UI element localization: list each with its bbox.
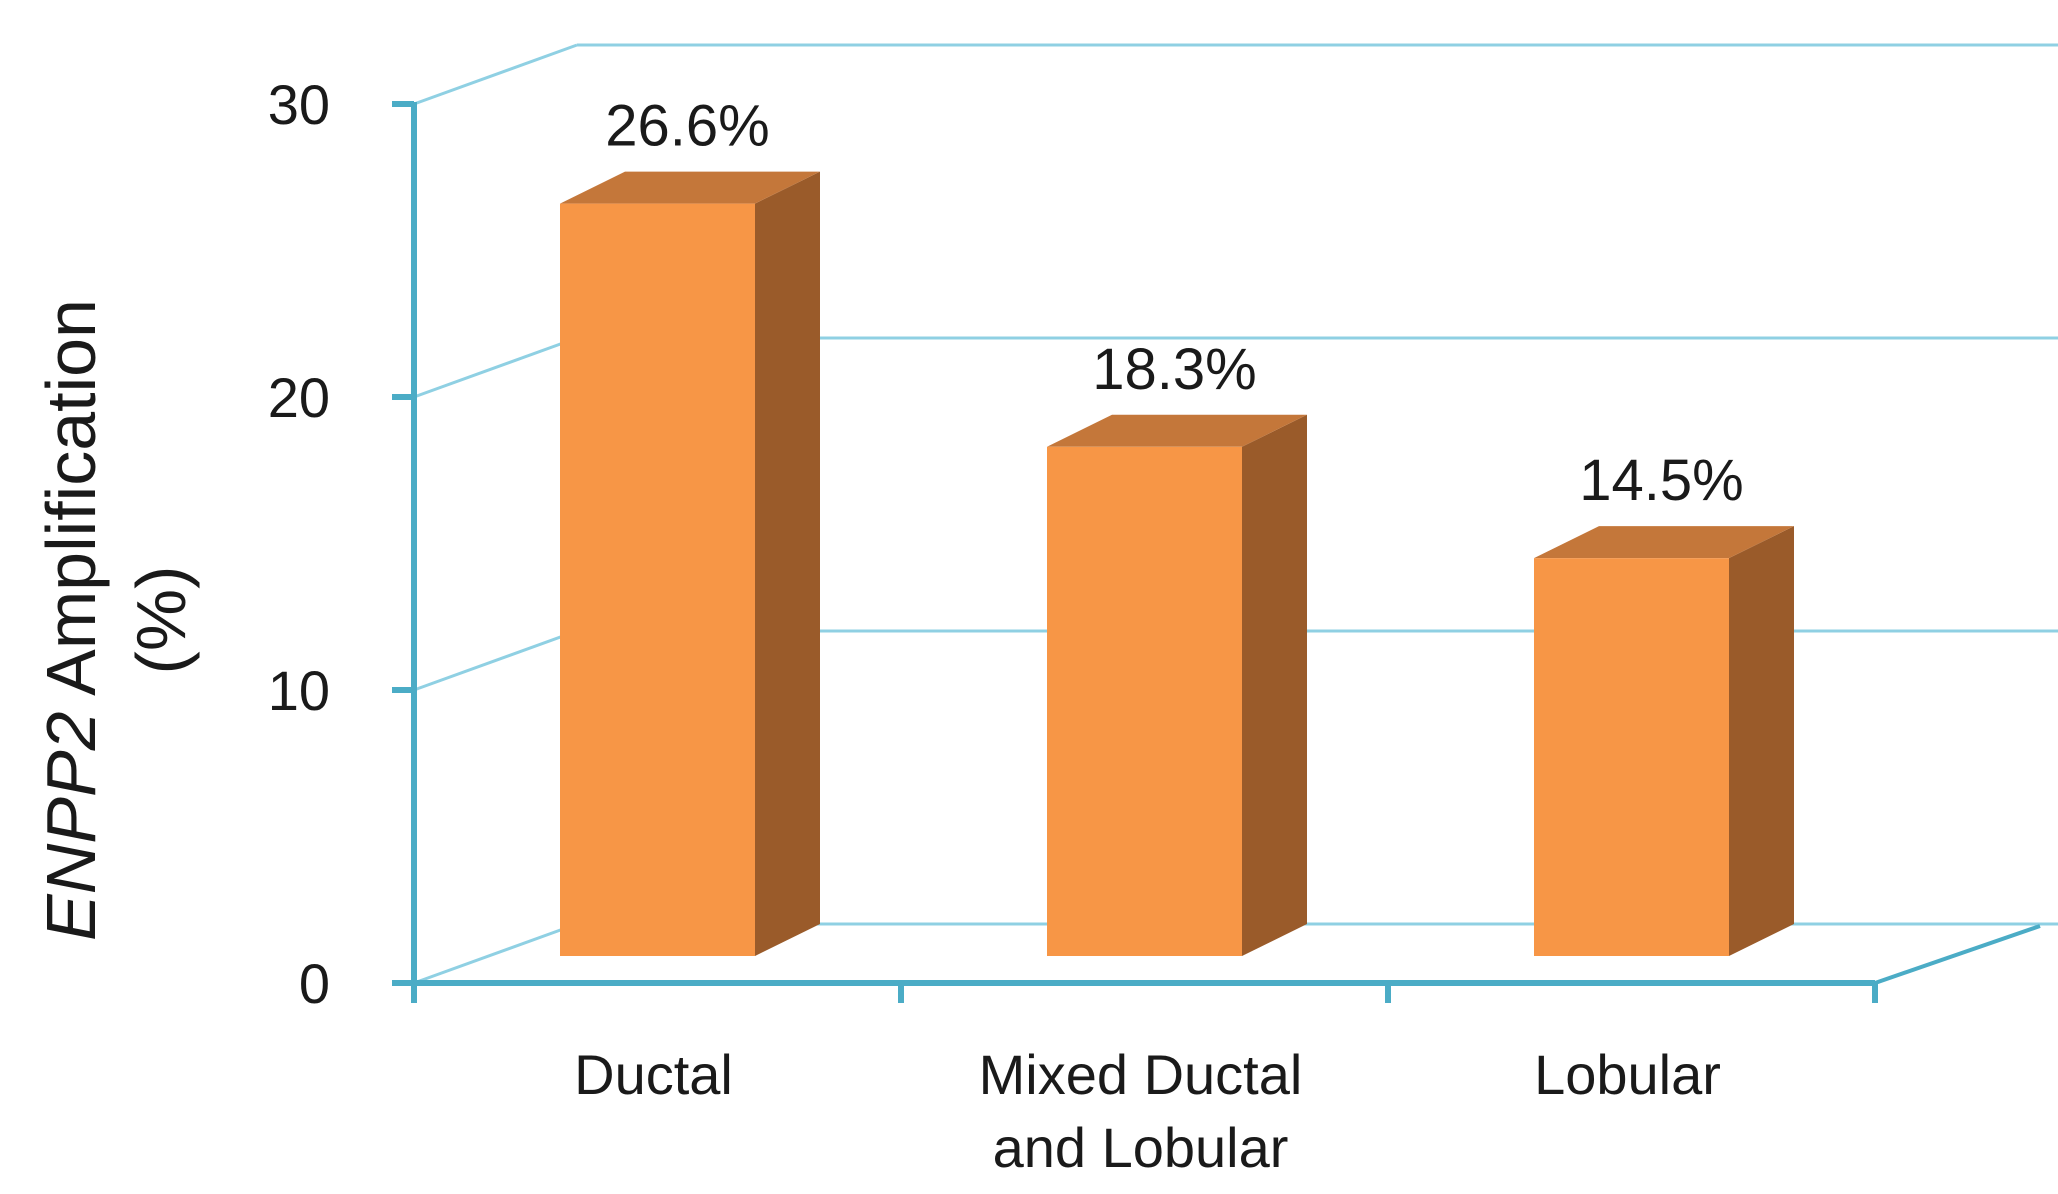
- gridline-diagonal-20: [413, 336, 578, 399]
- y-axis-label: ENPP2 Amplification: [32, 299, 110, 941]
- gridlines: [413, 43, 2058, 985]
- bar-top: [1534, 526, 1794, 559]
- bar-side: [1729, 526, 1794, 956]
- x-tick-label: Ductal: [574, 1043, 733, 1106]
- y-tick-label: 0: [299, 952, 330, 1015]
- bar-side: [755, 171, 820, 956]
- data-labels: 26.6% 18.3% 14.5%: [605, 94, 1743, 514]
- bars: [560, 171, 1794, 956]
- bar-group: [1047, 414, 1307, 956]
- y-axis-label-unit: (%): [122, 566, 200, 675]
- chart-floor: [1874, 924, 2041, 985]
- gridline-diagonal-10: [413, 629, 578, 692]
- y-axis-label-text: Amplification: [32, 299, 110, 711]
- bar-top: [560, 171, 820, 204]
- bar: [560, 203, 755, 956]
- bar-group: [1534, 526, 1794, 956]
- y-tick-label: 20: [268, 366, 330, 429]
- data-label: 14.5%: [1579, 448, 1743, 513]
- data-label: 26.6%: [605, 94, 769, 159]
- gridline-diagonal-0: [413, 922, 578, 985]
- y-tick-label: 10: [268, 659, 330, 722]
- bar: [1534, 558, 1729, 956]
- bar-group: [560, 171, 820, 956]
- y-axis-label-gene: ENPP2: [32, 711, 110, 941]
- data-label: 18.3%: [1092, 337, 1256, 402]
- bar-top: [1047, 414, 1307, 447]
- bar-side: [1242, 414, 1307, 956]
- y-tick-label: 30: [268, 73, 330, 136]
- x-tick-label: Mixed Ductal: [979, 1043, 1303, 1106]
- axes: 0 10 20 30 Ductal Mixed Ductal and Lobular Lobu…: [268, 73, 1878, 1179]
- x-tick-label: Lobular: [1534, 1043, 1721, 1106]
- bar: [1047, 446, 1242, 956]
- x-tick-label: and Lobular: [993, 1116, 1289, 1179]
- gridline-diagonal-30: [413, 43, 578, 106]
- floor-edge: [1874, 924, 2041, 985]
